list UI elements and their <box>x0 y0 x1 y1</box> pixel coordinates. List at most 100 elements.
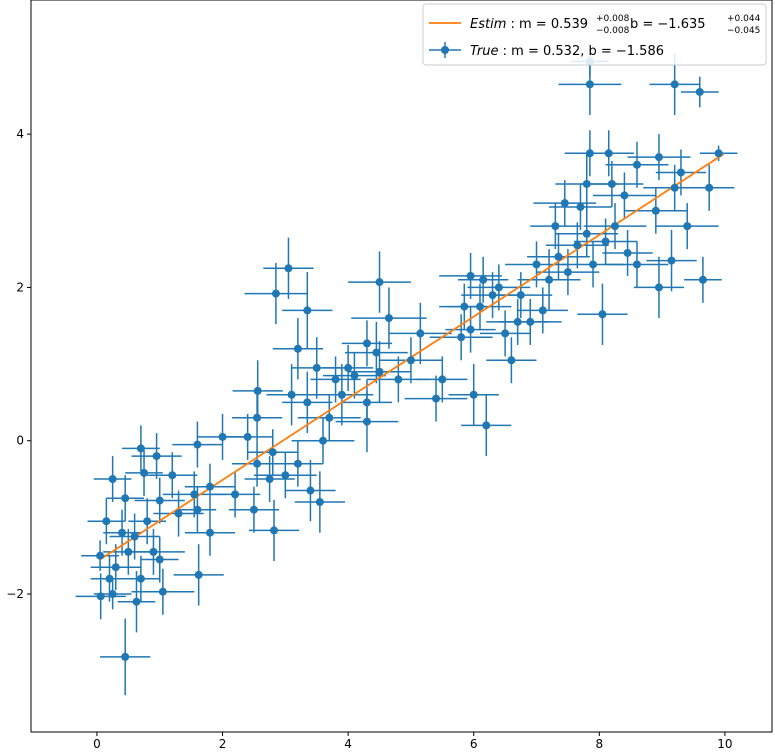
data-point-84 <box>573 241 582 250</box>
data-point-101 <box>654 283 663 292</box>
data-point-6 <box>136 574 145 583</box>
data-point-55 <box>362 339 371 348</box>
data-point-49 <box>331 375 340 384</box>
data-point-102 <box>598 310 607 319</box>
data-point-56 <box>372 348 381 357</box>
data-point-71 <box>482 421 491 430</box>
data-point-108 <box>714 149 723 158</box>
x-axis-ticks: 0 2 4 6 8 10 <box>93 732 733 751</box>
data-point-13 <box>130 532 139 541</box>
legend-fit-colon: : <box>511 17 520 32</box>
data-point-41 <box>253 413 262 422</box>
data-point-38 <box>293 459 302 468</box>
data-point-11 <box>124 547 133 556</box>
y-tick-label-0: −2 <box>6 587 24 601</box>
data-point-87 <box>582 229 591 238</box>
data-point-82 <box>554 252 563 261</box>
data-point-19 <box>270 526 279 535</box>
y-tick-label-3: 4 <box>16 127 24 141</box>
y-tick-label-2: 2 <box>16 280 24 294</box>
data-point-67 <box>501 329 510 338</box>
data-point-45 <box>287 390 296 399</box>
data-point-115 <box>271 289 280 298</box>
data-point-2 <box>108 590 117 599</box>
data-point-91 <box>582 179 591 188</box>
data-point-92 <box>576 202 585 211</box>
data-point-59 <box>432 394 441 403</box>
data-point-1 <box>96 592 105 601</box>
data-point-113 <box>585 149 594 158</box>
data-point-97 <box>654 153 663 162</box>
data-point-40 <box>243 432 252 441</box>
data-point-60 <box>293 344 302 353</box>
data-point-114 <box>604 149 613 158</box>
data-point-117 <box>344 363 353 372</box>
data-point-96 <box>651 206 660 215</box>
data-point-52 <box>375 367 384 376</box>
data-point-107 <box>705 183 714 192</box>
data-point-53 <box>394 375 403 384</box>
x-tick-label-0: 0 <box>93 737 101 751</box>
data-point-99 <box>676 168 685 177</box>
data-point-73 <box>488 291 497 300</box>
data-point-94 <box>620 191 629 200</box>
x-tick-label-1: 2 <box>219 737 227 751</box>
data-point-50 <box>350 371 359 380</box>
data-point-83 <box>563 268 572 277</box>
data-point-93 <box>607 179 616 188</box>
data-point-43 <box>325 413 334 422</box>
data-point-103 <box>632 260 641 269</box>
y-axis-ticks: −2 0 2 4 <box>6 127 31 601</box>
legend-points-name: True <box>470 44 499 59</box>
data-point-5 <box>105 574 114 583</box>
data-point-4 <box>158 587 167 596</box>
data-point-27 <box>168 471 177 480</box>
data-point-9 <box>155 555 164 564</box>
data-point-0 <box>121 652 130 661</box>
data-point-39 <box>315 498 324 507</box>
data-point-100 <box>667 256 676 265</box>
data-point-65 <box>475 302 484 311</box>
data-point-86 <box>560 199 569 208</box>
legend-fit-m-sup: +0.008 <box>596 14 630 24</box>
data-point-119 <box>319 436 328 445</box>
data-point-104 <box>623 248 632 257</box>
data-point-61 <box>303 306 312 315</box>
data-point-90 <box>611 222 620 231</box>
x-tick-label-2: 4 <box>344 737 352 751</box>
y-tick-label-1: 0 <box>16 434 24 448</box>
data-point-30 <box>205 482 214 491</box>
data-point-35 <box>136 444 145 453</box>
data-point-98 <box>670 183 679 192</box>
data-point-89 <box>601 237 610 246</box>
data-point-88 <box>589 260 598 269</box>
data-point-110 <box>670 80 679 89</box>
data-point-74 <box>466 271 475 280</box>
data-point-28 <box>231 490 240 499</box>
data-point-80 <box>545 275 554 284</box>
plot-frame <box>30 0 773 733</box>
legend: Estim : m = 0.539 +0.008 −0.008 b = −1.6… <box>422 3 767 66</box>
data-point-118 <box>268 448 277 457</box>
data-point-78 <box>526 317 535 326</box>
data-point-72 <box>460 302 469 311</box>
data-point-20 <box>193 505 202 514</box>
data-point-95 <box>632 160 641 169</box>
data-point-109 <box>695 87 704 96</box>
errorbar-layer <box>75 45 738 696</box>
data-point-18 <box>174 509 183 518</box>
data-point-58 <box>438 375 447 384</box>
legend-fit-label: Estim : m = 0.539 <box>470 17 588 32</box>
data-point-32 <box>281 471 290 480</box>
data-point-85 <box>551 222 560 231</box>
data-point-68 <box>507 356 516 365</box>
data-point-69 <box>513 317 522 326</box>
data-point-48 <box>312 363 321 372</box>
data-point-15 <box>118 528 127 537</box>
data-point-16 <box>143 517 152 526</box>
point-layer <box>96 57 723 661</box>
legend-fit-b: b = −1.635 <box>630 17 706 32</box>
data-point-26 <box>140 468 149 477</box>
